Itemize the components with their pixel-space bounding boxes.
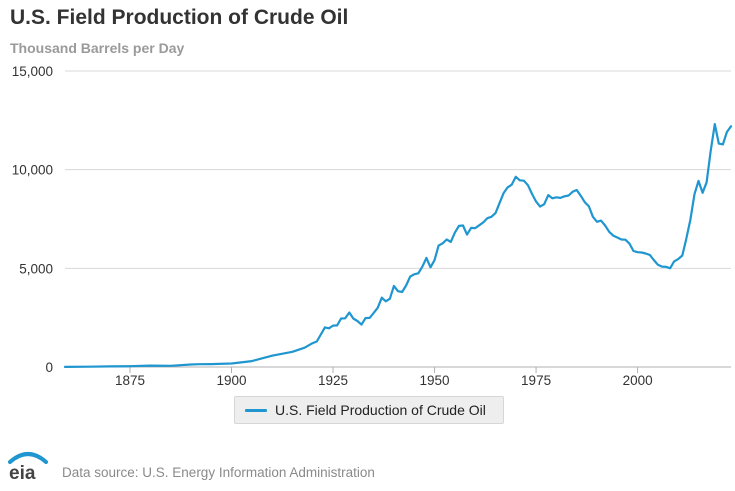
x-tick-label: 1925 — [318, 373, 348, 388]
y-tick-label: 5,000 — [19, 261, 53, 276]
chart-title: U.S. Field Production of Crude Oil — [10, 6, 349, 29]
x-tick-label: 1975 — [521, 373, 551, 388]
y-axis-ticks: 0 5,000 10,000 15,000 — [12, 64, 53, 375]
x-tick-label: 2000 — [623, 373, 653, 388]
y-tick-label: 10,000 — [12, 163, 53, 178]
legend-swatch — [245, 408, 267, 412]
gridlines — [65, 70, 731, 368]
y-tick-label: 0 — [45, 360, 53, 375]
x-tick-label: 1950 — [420, 373, 450, 388]
x-tick-label: 1875 — [115, 373, 145, 388]
eia-logo: eia — [8, 452, 48, 482]
y-axis-label: Thousand Barrels per Day — [10, 40, 185, 56]
legend[interactable]: U.S. Field Production of Crude Oil — [234, 396, 504, 424]
y-tick-label: 15,000 — [12, 64, 53, 79]
x-tick-label: 1900 — [216, 373, 246, 388]
x-axis-ticks: 1875 1900 1925 1950 1975 2000 — [115, 367, 653, 388]
series-line-crude-oil — [63, 123, 733, 368]
logo-text: eia — [9, 463, 36, 482]
legend-label: U.S. Field Production of Crude Oil — [275, 402, 486, 418]
data-source: Data source: U.S. Energy Information Adm… — [62, 465, 375, 480]
